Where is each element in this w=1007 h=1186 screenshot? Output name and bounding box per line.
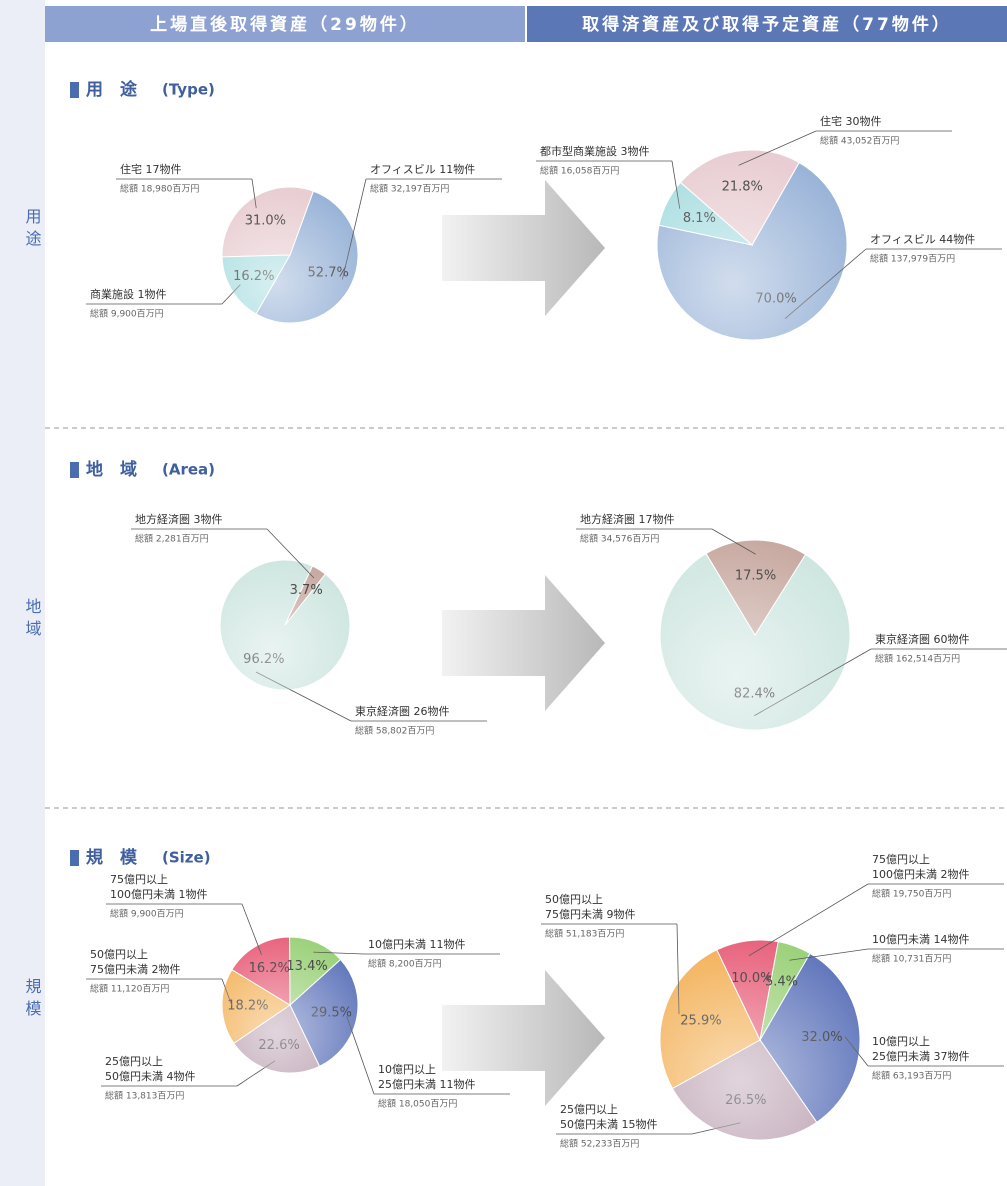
category-label: 25億円以上 [105, 1055, 163, 1068]
section-side-label: 地域 [23, 598, 42, 642]
category-label: 50億円未満 15物件 [560, 1117, 658, 1131]
value-label: 22.6% [258, 1038, 299, 1053]
section-marker [70, 82, 79, 98]
value-label: 32.0% [801, 1030, 842, 1045]
header-left: 上場直後取得資産（29物件） [150, 14, 420, 35]
arrow [442, 575, 605, 711]
category-label: 25億円以上 [560, 1103, 618, 1116]
category-label: 10億円未満 14物件 [872, 932, 970, 946]
amount-label: 総額 34,576百万円 [580, 533, 659, 545]
category-label: 25億円未満 37物件 [872, 1049, 970, 1063]
header-right: 取得済資産及び取得予定資産（77物件） [582, 14, 952, 35]
value-label: 16.2% [233, 269, 274, 284]
category-label: 都市型商業施設 3物件 [540, 144, 650, 158]
value-label: 26.5% [725, 1093, 766, 1108]
category-label: オフィスビル 44物件 [870, 232, 975, 246]
amount-label: 総額 16,058百万円 [540, 165, 619, 177]
category-label: 50億円以上 [545, 893, 603, 906]
category-label: オフィスビル 11物件 [370, 162, 475, 176]
category-label: 商業施設 1物件 [90, 287, 167, 301]
section-marker [70, 462, 79, 478]
amount-label: 総額 2,281百万円 [135, 533, 209, 545]
amount-label: 総額 137,979百万円 [870, 253, 955, 265]
arrow [442, 970, 605, 1106]
amount-label: 総額 19,750百万円 [872, 888, 951, 900]
amount-label: 総額 51,183百万円 [545, 928, 624, 940]
value-label: 5.4% [765, 974, 798, 989]
section-title-en: (Type) [162, 81, 215, 99]
value-label: 13.4% [286, 959, 327, 974]
leader-line [241, 903, 262, 955]
value-label: 8.1% [683, 211, 716, 226]
category-label: 東京経済圏 26物件 [355, 704, 450, 718]
value-label: 21.8% [722, 179, 763, 194]
side-strip [0, 0, 45, 1186]
amount-label: 総額 63,193百万円 [872, 1070, 951, 1082]
value-label: 17.5% [735, 569, 776, 584]
section-title: 規 模 [86, 847, 138, 868]
category-label: 75億円以上 [110, 873, 168, 886]
category-label: 100億円未満 1物件 [110, 887, 208, 901]
value-label: 3.7% [290, 583, 323, 598]
category-label: 75億円以上 [872, 853, 930, 866]
amount-label: 総額 43,052百万円 [820, 135, 899, 147]
amount-label: 総額 13,813百万円 [105, 1090, 184, 1102]
category-label: 地方経済圏 3物件 [135, 512, 223, 526]
category-label: 住宅 17物件 [120, 162, 182, 176]
category-label: 100億円未満 2物件 [872, 867, 970, 881]
value-label: 18.2% [227, 999, 268, 1014]
amount-label: 総額 52,233百万円 [560, 1138, 639, 1150]
amount-label: 総額 9,900百万円 [90, 308, 164, 320]
leader-line [748, 883, 869, 957]
amount-label: 総額 18,050百万円 [378, 1098, 457, 1110]
category-label: 75億円未満 2物件 [90, 962, 181, 976]
amount-label: 総額 9,900百万円 [110, 908, 184, 920]
section-side-label: 用途 [23, 208, 42, 252]
section-marker [70, 850, 79, 866]
arrow [442, 180, 605, 316]
category-label: 10億円以上 [378, 1063, 436, 1076]
category-label: 10億円未満 11物件 [368, 937, 466, 951]
value-label: 82.4% [734, 686, 775, 701]
section-title-en: (Area) [162, 461, 215, 479]
leader-line [346, 1016, 375, 1095]
amount-label: 総額 8,200百万円 [368, 958, 442, 970]
value-label: 16.2% [249, 961, 290, 976]
category-label: 25億円未満 11物件 [378, 1077, 476, 1091]
category-label: 東京経済圏 60物件 [875, 632, 970, 646]
category-label: 10億円以上 [872, 1035, 930, 1048]
section-title-en: (Size) [162, 849, 211, 867]
amount-label: 総額 11,120百万円 [90, 983, 169, 995]
category-label: 50億円未満 4物件 [105, 1069, 196, 1083]
category-label: 75億円未満 9物件 [545, 907, 636, 921]
value-label: 31.0% [245, 213, 286, 228]
section-title: 用 途 [86, 79, 138, 100]
amount-label: 総額 58,802百万円 [355, 725, 434, 737]
category-label: 50億円以上 [90, 948, 148, 961]
value-label: 29.5% [311, 1006, 352, 1021]
category-label: 地方経済圏 17物件 [580, 512, 675, 526]
section-title: 地 域 [86, 459, 137, 480]
header-right-bg [527, 6, 1007, 42]
section-side-label: 規模 [23, 978, 42, 1022]
amount-label: 総額 18,980百万円 [120, 183, 199, 195]
amount-label: 総額 162,514百万円 [875, 653, 960, 665]
category-label: 住宅 30物件 [820, 114, 882, 128]
value-label: 70.0% [755, 291, 796, 306]
header-left-bg [45, 6, 525, 42]
amount-label: 総額 32,197百万円 [370, 183, 449, 195]
value-label: 25.9% [680, 1014, 721, 1029]
value-label: 96.2% [243, 652, 284, 667]
amount-label: 総額 10,731百万円 [872, 953, 951, 965]
